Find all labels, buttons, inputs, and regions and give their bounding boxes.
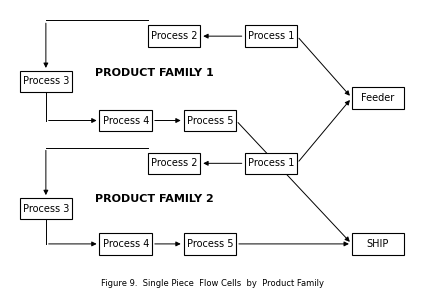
Text: Figure 9.  Single Piece  Flow Cells  by  Product Family: Figure 9. Single Piece Flow Cells by Pro… (101, 279, 325, 288)
FancyBboxPatch shape (148, 25, 200, 47)
Text: Process 5: Process 5 (187, 116, 233, 125)
Text: PRODUCT FAMILY 2: PRODUCT FAMILY 2 (95, 194, 214, 204)
Text: Process 4: Process 4 (103, 239, 149, 249)
FancyBboxPatch shape (352, 233, 404, 255)
Text: Feeder: Feeder (361, 93, 394, 103)
FancyBboxPatch shape (184, 110, 236, 131)
Text: Process 3: Process 3 (23, 77, 69, 86)
FancyBboxPatch shape (20, 198, 72, 219)
FancyBboxPatch shape (20, 71, 72, 92)
Text: Process 5: Process 5 (187, 239, 233, 249)
Text: Process 1: Process 1 (248, 158, 294, 168)
FancyBboxPatch shape (245, 25, 297, 47)
FancyBboxPatch shape (352, 87, 404, 109)
FancyBboxPatch shape (245, 153, 297, 174)
Text: Process 2: Process 2 (151, 158, 197, 168)
Text: Process 4: Process 4 (103, 116, 149, 125)
Text: PRODUCT FAMILY 1: PRODUCT FAMILY 1 (95, 68, 214, 78)
Text: Process 3: Process 3 (23, 204, 69, 214)
Text: Process 2: Process 2 (151, 31, 197, 41)
FancyBboxPatch shape (100, 110, 152, 131)
FancyBboxPatch shape (148, 153, 200, 174)
Text: Process 1: Process 1 (248, 31, 294, 41)
FancyBboxPatch shape (184, 233, 236, 255)
Text: SHIP: SHIP (367, 239, 389, 249)
FancyBboxPatch shape (100, 233, 152, 255)
